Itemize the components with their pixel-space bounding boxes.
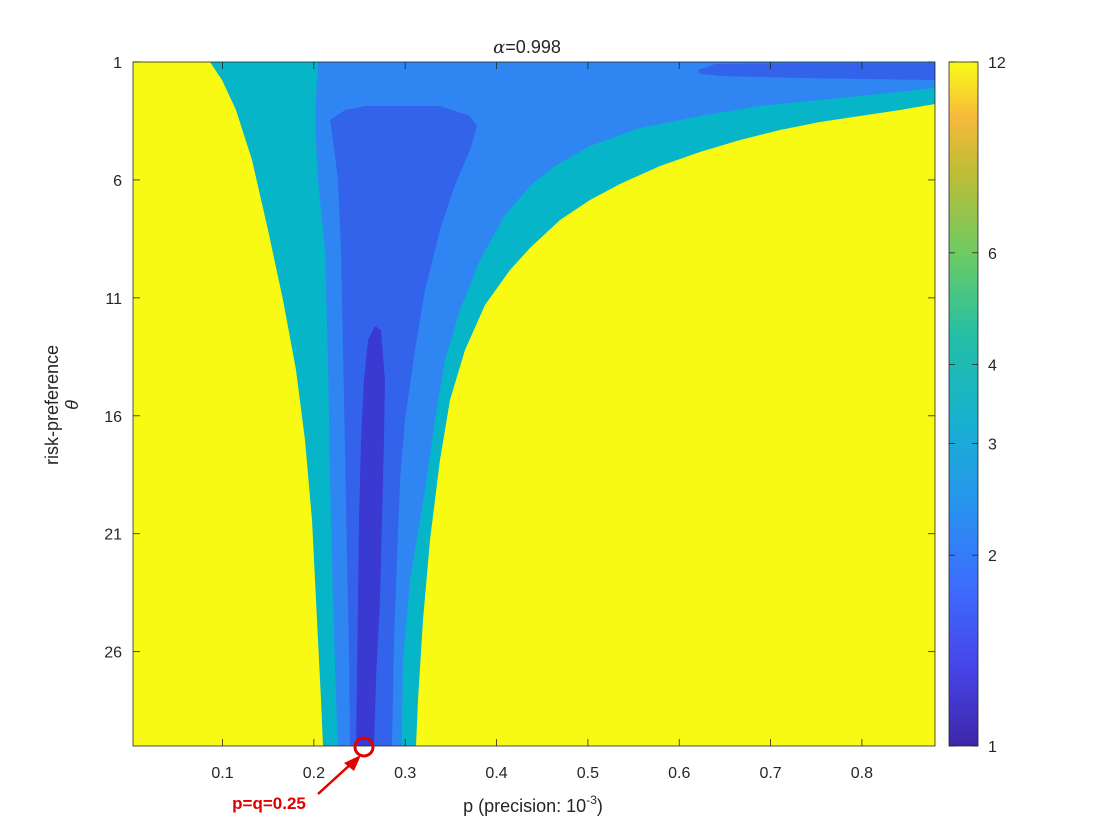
- colorbar-tick-label: 3: [988, 437, 997, 454]
- colorbar-tick-label: 4: [988, 357, 997, 374]
- y-axis-label: risk-preference θ: [42, 345, 82, 465]
- y-tick-label: 26: [104, 645, 122, 662]
- x-axis-ticks: 0.1 0.2 0.3 0.4 0.5 0.6 0.7 0.8: [211, 62, 873, 782]
- annotation-circle: [353, 736, 375, 758]
- y-tick-label: 16: [104, 409, 122, 426]
- colorbar: [948, 61, 979, 747]
- contour-level-3-strip: [698, 63, 935, 80]
- annotation-marker: [317, 736, 375, 795]
- y-axis-label-text: risk-preference: [42, 345, 62, 465]
- annotation-arrow-line: [317, 762, 353, 795]
- x-tick-label: 0.1: [211, 765, 233, 782]
- chart-title-value: =0.998: [505, 37, 561, 57]
- colorbar-tick-label: 6: [988, 246, 997, 263]
- colorbar-tick-label: 1: [988, 739, 997, 756]
- contour-level-4: [315, 62, 935, 746]
- x-tick-label: 0.8: [851, 765, 873, 782]
- chart-title-symbol: α: [493, 37, 505, 58]
- x-axis-label-exponent: -3: [586, 793, 597, 807]
- y-tick-label: 11: [105, 291, 122, 308]
- x-tick-label: 0.5: [577, 765, 599, 782]
- x-tick-label: 0.6: [668, 765, 690, 782]
- y-tick-label: 6: [113, 173, 122, 190]
- x-axis-label: p (precision: 10-3): [463, 793, 603, 816]
- x-axis-label-text: p (precision: 10: [463, 796, 586, 816]
- annotation-arrow-head: [344, 755, 361, 771]
- x-tick-label: 0.2: [303, 765, 325, 782]
- y-tick-label: 21: [104, 527, 122, 544]
- contour-level-2: [356, 326, 385, 746]
- axes-box: [132, 61, 936, 747]
- chart-title: α=0.998: [493, 37, 561, 58]
- plot-area: [133, 62, 935, 746]
- x-tick-label: 0.4: [485, 765, 507, 782]
- y-tick-label: 1: [113, 55, 122, 72]
- x-axis-label-suffix: ): [597, 796, 603, 816]
- colorbar-tick-label: 2: [988, 548, 997, 565]
- x-tick-label: 0.3: [394, 765, 416, 782]
- annotation-label: p=q=0.25: [232, 794, 306, 813]
- colorbar-tick-label: 12: [988, 55, 1006, 72]
- x-tick-label: 0.7: [759, 765, 781, 782]
- y-axis-label-symbol: θ: [62, 400, 82, 410]
